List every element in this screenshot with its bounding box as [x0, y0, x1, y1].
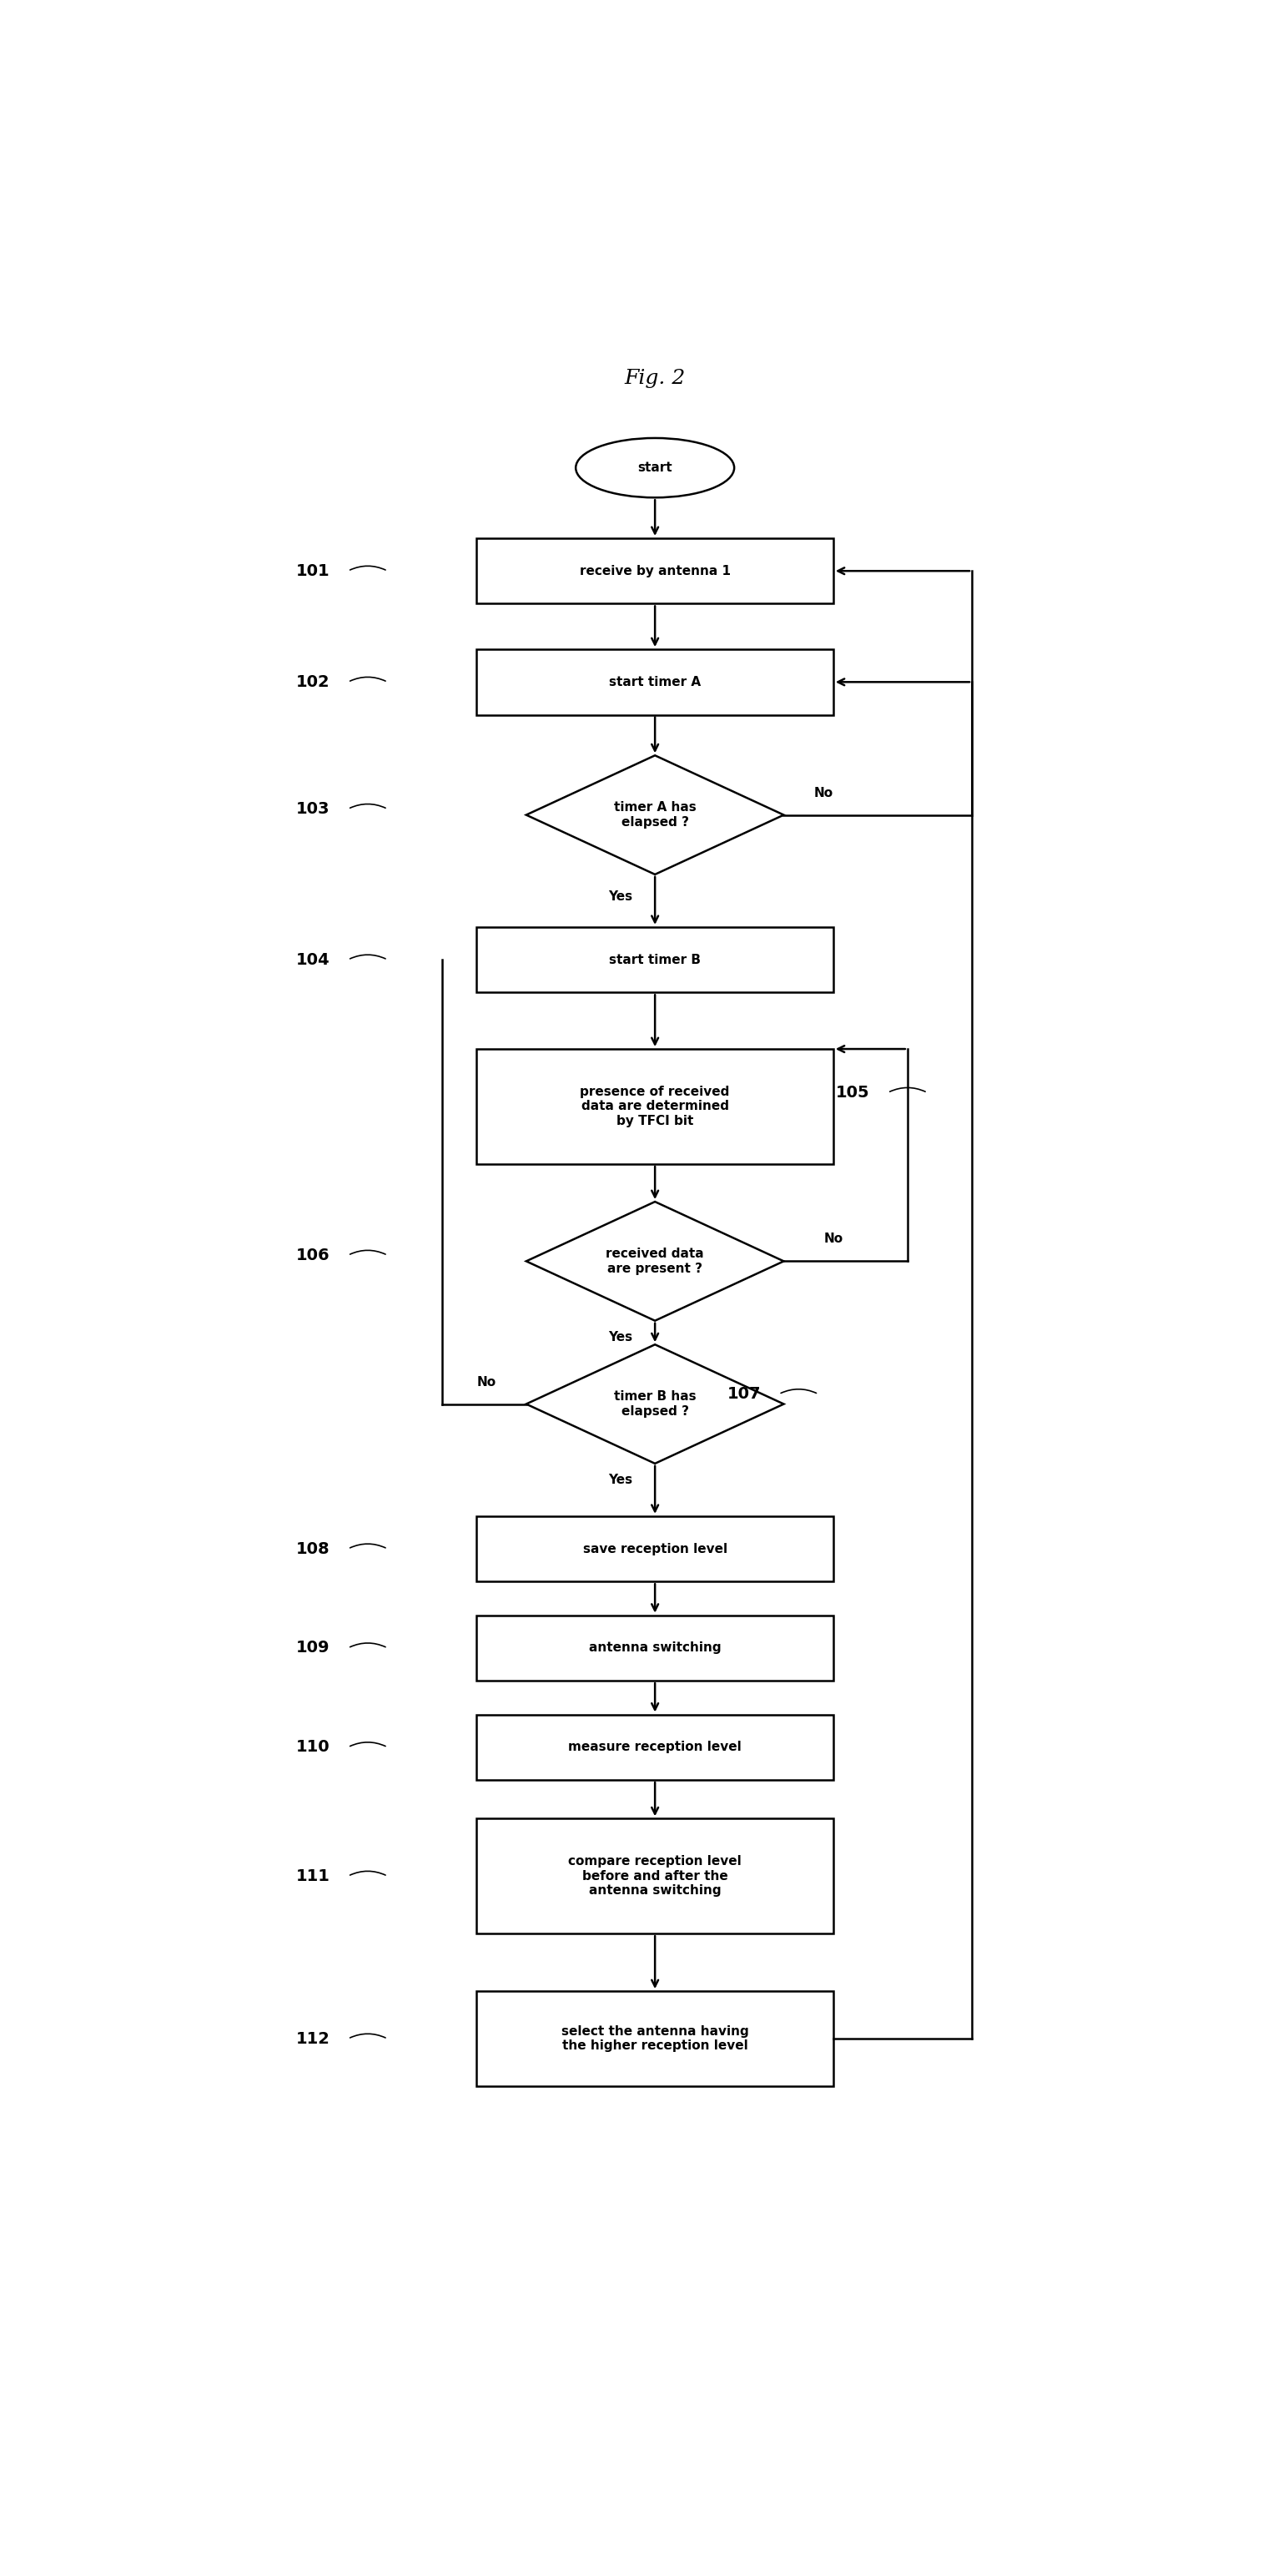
Text: 111: 111 [296, 1868, 330, 1883]
Ellipse shape [575, 438, 734, 497]
Text: antenna switching: antenna switching [589, 1641, 721, 1654]
Text: 109: 109 [296, 1641, 330, 1656]
Polygon shape [527, 755, 783, 873]
Text: received data
are present ?: received data are present ? [606, 1247, 704, 1275]
Text: No: No [823, 1234, 843, 1244]
Text: select the antenna having
the higher reception level: select the antenna having the higher rec… [561, 2025, 749, 2053]
Bar [477, 1991, 833, 2087]
Bar [477, 1716, 833, 1780]
Text: 107: 107 [727, 1386, 760, 1401]
Bar [477, 538, 833, 603]
Text: start timer A: start timer A [610, 675, 700, 688]
Bar [477, 1615, 833, 1680]
Text: presence of received
data are determined
by TFCI bit: presence of received data are determined… [580, 1084, 730, 1128]
Text: 110: 110 [296, 1739, 330, 1754]
Bar [477, 1819, 833, 1935]
Polygon shape [527, 1345, 783, 1463]
Text: Fig. 2: Fig. 2 [625, 368, 685, 389]
Text: measure reception level: measure reception level [569, 1741, 741, 1754]
Polygon shape [527, 1200, 783, 1321]
Text: compare reception level
before and after the
antenna switching: compare reception level before and after… [569, 1855, 741, 1896]
Text: 103: 103 [296, 801, 330, 817]
Text: No: No [477, 1376, 496, 1388]
Text: timer B has
elapsed ?: timer B has elapsed ? [613, 1391, 697, 1417]
Text: 108: 108 [296, 1540, 330, 1556]
Bar [477, 927, 833, 992]
Bar [477, 1048, 833, 1164]
Text: Yes: Yes [608, 891, 633, 902]
Bar [477, 649, 833, 714]
Text: No: No [814, 786, 833, 799]
Text: 102: 102 [296, 675, 330, 690]
Text: Yes: Yes [608, 1332, 633, 1342]
Text: 101: 101 [296, 564, 330, 580]
Text: receive by antenna 1: receive by antenna 1 [579, 564, 731, 577]
Text: save reception level: save reception level [583, 1543, 727, 1556]
Text: start timer B: start timer B [610, 953, 700, 966]
Text: 104: 104 [296, 951, 330, 969]
Text: 112: 112 [296, 2030, 330, 2048]
Text: 106: 106 [296, 1247, 330, 1262]
Bar [477, 1517, 833, 1582]
Text: timer A has
elapsed ?: timer A has elapsed ? [613, 801, 697, 829]
Text: start: start [638, 461, 672, 474]
Text: 105: 105 [836, 1084, 870, 1100]
Text: Yes: Yes [608, 1473, 633, 1486]
